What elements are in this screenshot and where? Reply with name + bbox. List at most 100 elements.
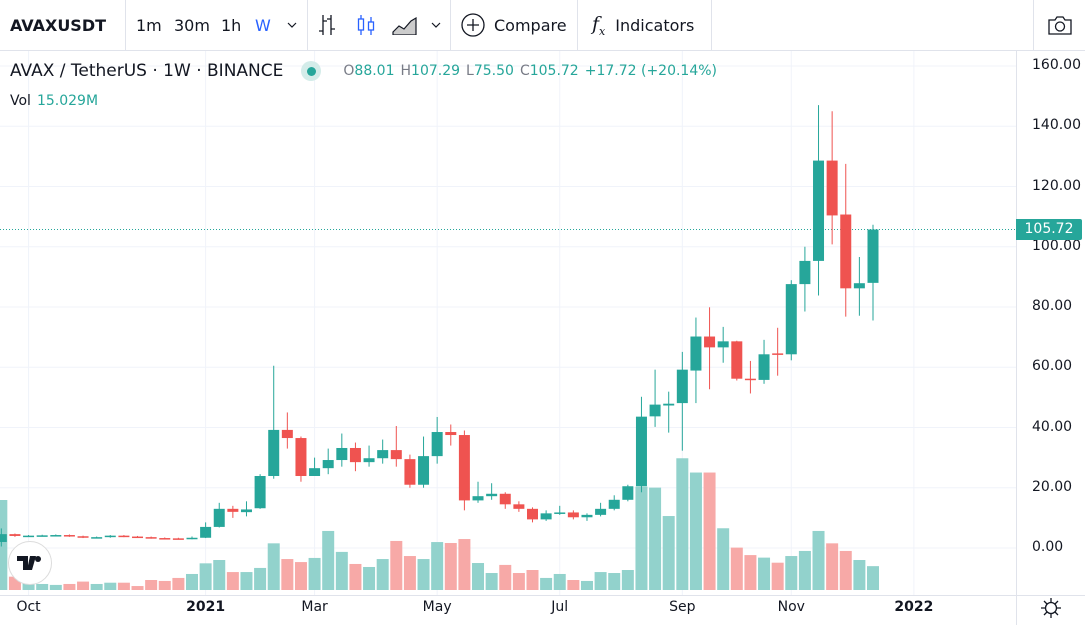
volume-bar [49, 584, 62, 590]
volume-bar [758, 557, 771, 590]
interval-1h-button[interactable]: 1h [221, 15, 242, 35]
time-tick-label: Jul [551, 599, 569, 615]
volume-bar [512, 573, 525, 590]
candle-body [186, 537, 198, 540]
series-title[interactable]: AVAX / TetherUS · 1W · BINANCE [10, 61, 284, 81]
candle-body [159, 538, 171, 540]
volume-bar [240, 572, 253, 590]
candle-body [595, 508, 607, 515]
candle-body [486, 493, 498, 497]
symbol-search-button[interactable]: AVAXUSDT [10, 15, 107, 35]
divider [450, 0, 451, 50]
time-tick-label: May [422, 599, 452, 615]
volume-bar [540, 577, 553, 590]
volume-bar [199, 563, 212, 590]
volume-bar [730, 547, 743, 590]
candle-body [390, 450, 402, 460]
compare-button[interactable]: Compare [460, 0, 567, 50]
volume-bar [158, 580, 171, 590]
volume-bar [771, 562, 784, 590]
volume-bar [349, 563, 362, 590]
volume-bar [281, 559, 294, 590]
plus-circle-icon [461, 13, 485, 37]
candle-body [431, 432, 443, 457]
divider [577, 0, 578, 50]
price-tick-label: 40.00 [1032, 418, 1073, 435]
volume-bar [798, 550, 811, 590]
candle-body [690, 336, 702, 371]
volume-bar [390, 540, 403, 590]
candle-body [322, 460, 334, 469]
candle-body [554, 512, 566, 514]
divider [1033, 0, 1034, 50]
time-tick-label: 2022 [894, 599, 934, 615]
candle-body [744, 378, 756, 381]
volume-bar [580, 580, 593, 590]
volume-bar [662, 516, 675, 590]
volume-bar [322, 530, 335, 590]
volume-bar [254, 567, 267, 590]
interval-w-button[interactable]: W [255, 15, 271, 35]
price-tick-label: 120.00 [1032, 177, 1081, 194]
candle-body [676, 369, 688, 404]
top-toolbar: AVAXUSDT 1m 30m 1h W Compare fx Indicato… [0, 0, 1085, 51]
candles-style-icon[interactable] [356, 0, 376, 50]
candle-body [458, 435, 470, 501]
open-value: O88.01 [343, 63, 395, 79]
camera-icon[interactable] [1046, 0, 1074, 50]
candle-body [527, 508, 538, 520]
candle-body [731, 341, 743, 379]
divider [125, 0, 126, 50]
high-value: H107.29 [400, 63, 461, 79]
candle-body [240, 509, 252, 513]
interval-1m-button[interactable]: 1m [136, 15, 162, 35]
price-tick-label: 80.00 [1032, 298, 1073, 314]
candle-body [36, 535, 48, 537]
candle-body [649, 404, 661, 417]
interval-dropdown-chevron-icon[interactable] [286, 0, 298, 50]
volume-bar [703, 472, 716, 590]
candle-body [663, 403, 675, 406]
chart-style-dropdown-chevron-icon[interactable] [430, 0, 442, 50]
market-status-icon [301, 61, 322, 81]
interval-30m-button[interactable]: 30m [174, 15, 210, 35]
candle-body [499, 493, 511, 505]
area-style-icon[interactable] [392, 0, 418, 50]
candle-body [853, 283, 865, 289]
candle-body [608, 499, 620, 509]
candle-body [635, 416, 647, 487]
volume-bar [0, 500, 8, 590]
candle-body [0, 534, 7, 542]
candle-body [200, 526, 212, 538]
volume-bar [444, 543, 457, 590]
volume-bar [635, 486, 648, 590]
volume-bar [649, 487, 662, 590]
time-tick-label: Oct [16, 599, 41, 615]
candle-body [540, 513, 552, 520]
volume-bar [812, 530, 825, 590]
candle-body [63, 535, 75, 537]
indicators-button[interactable]: fx Indicators [592, 0, 694, 50]
price-tick-label: 160.00 [1032, 57, 1081, 73]
volume-bar [267, 543, 280, 590]
volume-bar [131, 586, 144, 590]
candle-body [145, 537, 157, 539]
price-tick-label: 60.00 [1032, 358, 1073, 375]
change-value: +17.72 (+20.14%) [584, 63, 718, 79]
candle-body [622, 486, 634, 500]
candle-body [23, 535, 35, 538]
candle-body [254, 476, 266, 509]
candle-body [785, 284, 797, 355]
time-tick-label: Nov [777, 599, 805, 615]
candle-body [799, 260, 811, 285]
volume-bar [90, 583, 103, 590]
candle-body [349, 447, 361, 463]
volume-bar [608, 573, 621, 590]
settings-gear-icon[interactable] [1040, 597, 1062, 623]
tradingview-logo[interactable] [8, 541, 52, 585]
volume-bar [621, 570, 634, 590]
bars-style-icon[interactable] [317, 0, 337, 50]
volume-bar [689, 472, 702, 590]
candle-body [281, 429, 293, 439]
